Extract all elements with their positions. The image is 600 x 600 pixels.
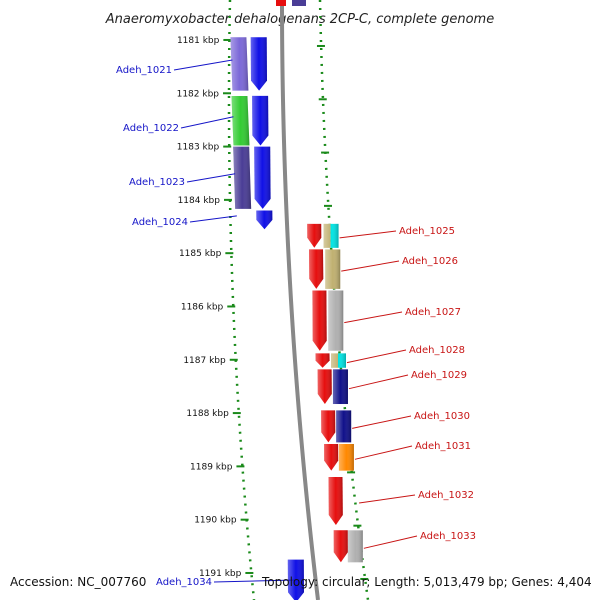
cog-tracks <box>230 37 363 563</box>
cog-shade <box>230 37 249 91</box>
cog-shade <box>338 443 354 471</box>
gene-label-adeh_1028: Adeh_1028 <box>409 345 465 356</box>
tick-marks: 1181 kbp 1182 kbp 1183 kbp 1184 kbp 1185 kbp… <box>177 36 369 580</box>
gene-reverse-adeh_1028-shade <box>315 353 330 368</box>
gene-label-adeh_1021: Adeh_1021 <box>116 65 172 76</box>
gene-label-adeh_1029: Adeh_1029 <box>411 370 467 381</box>
gene-forward-adeh_1022-shade <box>252 95 269 146</box>
gene-forward-adeh_1023-shade <box>254 146 271 209</box>
topology-text: Topology: circular; Length: 5,013,479 bp… <box>262 575 592 589</box>
cog-shade <box>231 95 250 146</box>
cog-shade <box>347 530 363 563</box>
map-title: Anaeromyxobacter dehalogenans 2CP-C, com… <box>105 12 494 27</box>
tick-label: 1181 kbp <box>177 36 220 46</box>
label-connector <box>186 173 236 183</box>
dotted-guides <box>227 0 370 600</box>
gene-forward-adeh_1021-shade <box>250 37 267 91</box>
gene-label-adeh_1032: Adeh_1032 <box>418 490 474 501</box>
tick-label: 1191 kbp <box>199 569 242 579</box>
tick-label: 1185 kbp <box>179 249 222 259</box>
cog-shade <box>323 223 339 248</box>
outer-dotted-line <box>318 0 370 600</box>
gene-labels: Adeh_1021 Adeh_1022 Adeh_1023 Adeh_1024 Adeh… <box>116 59 476 588</box>
gene-label-adeh_1023: Adeh_1023 <box>129 177 185 188</box>
tick-label: 1183 kbp <box>177 143 220 153</box>
gene-forward-adeh_1024-shade <box>256 210 273 230</box>
label-connector <box>180 116 234 129</box>
cog-shade <box>331 353 347 368</box>
tick-label: 1184 kbp <box>178 196 221 206</box>
cog-shade <box>233 146 252 209</box>
label-connector <box>173 59 233 71</box>
gene-label-adeh_1031: Adeh_1031 <box>415 441 471 452</box>
cropped-gene-top-red <box>276 0 286 6</box>
label-connector <box>213 579 297 583</box>
gene-reverse-adeh_1031-shade <box>324 444 339 471</box>
label-connector <box>189 215 237 223</box>
accession-text: Accession: NC_007760 <box>10 575 147 589</box>
label-connector <box>359 494 416 504</box>
cog-shade <box>332 369 348 405</box>
label-connector <box>344 311 403 324</box>
gene-label-adeh_1022: Adeh_1022 <box>123 123 179 134</box>
label-connector <box>363 535 418 549</box>
gene-label-adeh_1024: Adeh_1024 <box>132 217 188 228</box>
label-connector <box>348 374 409 390</box>
gene-tracks <box>250 0 348 600</box>
gene-reverse-adeh_1026-shade <box>309 249 324 289</box>
tick-label: 1189 kbp <box>190 462 233 472</box>
gene-reverse-adeh_1027-shade <box>312 290 327 351</box>
cog-shade <box>328 290 344 351</box>
gene-reverse-adeh_1029-shade <box>317 369 332 404</box>
label-connector <box>339 230 397 239</box>
gene-reverse-adeh_1025-shade <box>307 223 322 248</box>
gene-label-adeh_1027: Adeh_1027 <box>405 307 461 318</box>
gene-label-adeh_1033: Adeh_1033 <box>420 531 476 542</box>
gene-label-adeh_1026: Adeh_1026 <box>402 256 458 267</box>
gene-reverse-adeh_1030-shade <box>321 410 336 443</box>
gene-label-adeh_1034: Adeh_1034 <box>156 577 212 588</box>
gene-label-adeh_1025: Adeh_1025 <box>399 226 455 237</box>
label-connector <box>346 349 407 364</box>
tick-label: 1190 kbp <box>194 516 237 526</box>
backbone <box>280 0 320 600</box>
cog-shade <box>325 249 341 289</box>
label-connector <box>354 445 413 460</box>
tick-label: 1187 kbp <box>183 356 226 366</box>
gene-reverse-adeh_1033-shade <box>333 530 348 563</box>
label-connector <box>341 260 400 272</box>
cropped-gene-top-purple <box>292 0 306 6</box>
gene-reverse-adeh_1032-shade <box>328 477 343 525</box>
label-connector <box>352 415 412 429</box>
backbone-line <box>280 0 320 600</box>
tick-label: 1188 kbp <box>186 409 229 419</box>
tick-label: 1182 kbp <box>177 89 220 99</box>
tick-label: 1186 kbp <box>181 302 224 312</box>
cog-shade <box>336 410 352 443</box>
gene-label-adeh_1030: Adeh_1030 <box>414 411 470 422</box>
